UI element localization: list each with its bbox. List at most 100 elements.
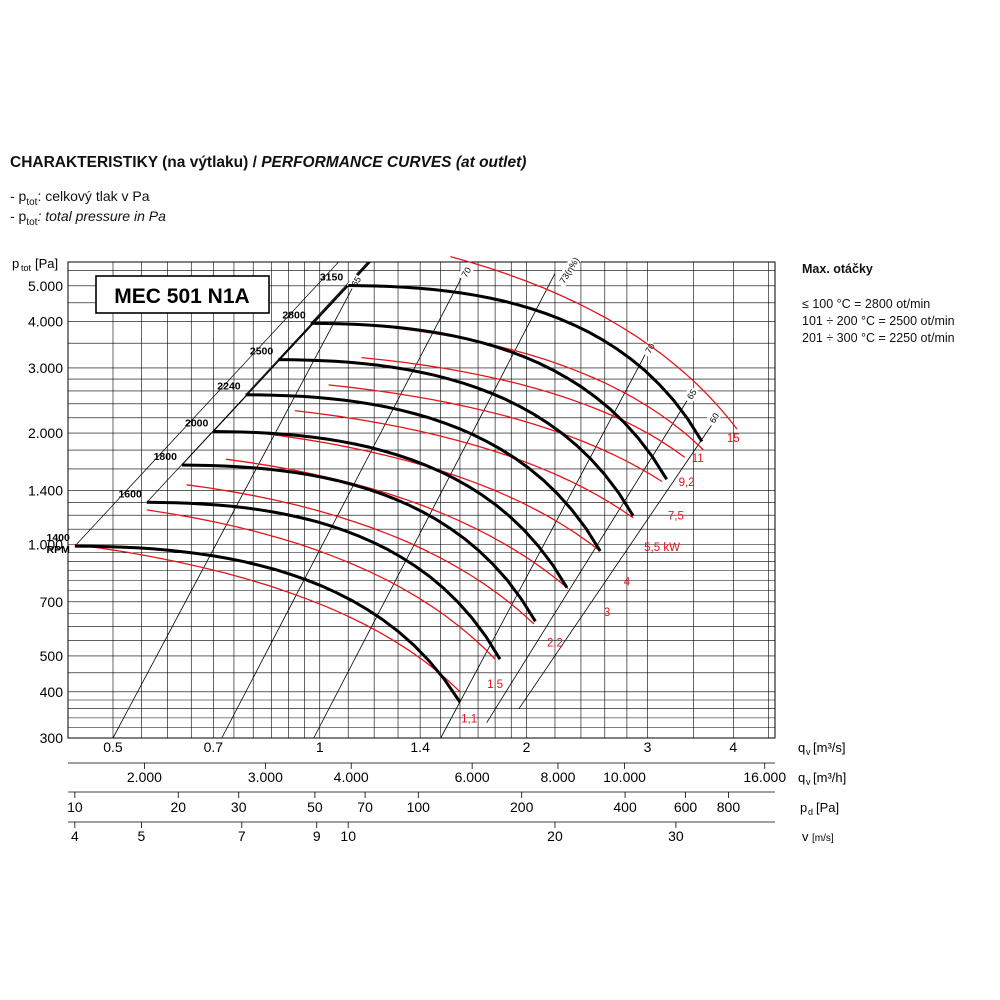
qv-m3h-tick-label: 8.000 bbox=[540, 769, 575, 785]
rpm-label: 2800 bbox=[282, 309, 306, 321]
qv-m3s-label: q bbox=[798, 740, 805, 755]
efficiency-line bbox=[518, 421, 715, 709]
model-label: MEC 501 N1A bbox=[114, 285, 249, 308]
pd-tick-label: 20 bbox=[170, 799, 186, 815]
pd-tick-label: 70 bbox=[357, 799, 373, 815]
rpm-label: 2000 bbox=[185, 418, 209, 430]
rpm-unit-label: RPM bbox=[47, 544, 71, 556]
qv-m3s-tick-label: 1.4 bbox=[410, 739, 430, 755]
rpm-curve bbox=[146, 500, 502, 660]
legend-en-text: : total pressure in Pa bbox=[37, 208, 166, 224]
pd-tick-label: 600 bbox=[674, 799, 698, 815]
pd-label: p bbox=[800, 800, 807, 815]
power-curve bbox=[146, 509, 496, 660]
rpm-curve bbox=[348, 284, 704, 443]
legend-cs-prefix: - p bbox=[10, 188, 27, 204]
legend-en-sub: tot bbox=[26, 216, 38, 228]
efficiency-line bbox=[486, 397, 690, 723]
qv-m3s-tick-label: 0.5 bbox=[103, 739, 123, 755]
qv-m3h-tick-label: 3.000 bbox=[248, 769, 283, 785]
pd-label-sub: d bbox=[808, 807, 813, 817]
v-tick-label: 5 bbox=[138, 828, 146, 844]
power-curve bbox=[74, 543, 461, 693]
plot-frame bbox=[67, 261, 776, 739]
y-tick-label: 700 bbox=[40, 594, 64, 610]
rpm-label: 2500 bbox=[250, 346, 274, 358]
qv-m3h-label-sub: v bbox=[806, 777, 811, 787]
pd-tick-label: 10 bbox=[67, 799, 83, 815]
qv-m3s-label-unit: [m³/s] bbox=[813, 740, 846, 755]
efficiency-label: 65 bbox=[685, 387, 699, 401]
power-curve bbox=[361, 356, 686, 458]
rpm-curve bbox=[310, 321, 668, 481]
y-tick-label: 2.000 bbox=[28, 425, 63, 441]
legend-cs-text: : celkový tlak v Pa bbox=[37, 188, 150, 204]
qv-m3s-tick-label: 3 bbox=[644, 739, 652, 755]
power-curve bbox=[186, 484, 535, 625]
rpm-label: 1600 bbox=[118, 488, 142, 500]
y-tick-label: 1.000 bbox=[28, 537, 63, 553]
y-axis-label: p bbox=[12, 256, 19, 271]
y-tick-label: 400 bbox=[40, 684, 64, 700]
rpm-label: 2240 bbox=[217, 381, 241, 393]
power-curve bbox=[450, 255, 738, 430]
power-label: 1,5 bbox=[487, 679, 503, 691]
power-label: 7,5 bbox=[668, 510, 684, 522]
v-label-unit: [m/s] bbox=[812, 833, 834, 844]
qv-m3h-tick-label: 16.000 bbox=[743, 769, 786, 785]
y-tick-label: 1.400 bbox=[28, 482, 63, 498]
qv-m3h-label: q bbox=[798, 770, 805, 785]
efficiency-line bbox=[440, 350, 648, 739]
rpm-label: 3150 bbox=[320, 272, 344, 284]
v-tick-label: 7 bbox=[238, 828, 246, 844]
power-label: 1,1 bbox=[461, 714, 477, 726]
pd-tick-label: 800 bbox=[717, 799, 741, 815]
y-tick-label: 4.000 bbox=[28, 314, 63, 330]
y-tick-label: 5.000 bbox=[28, 278, 63, 294]
system-line bbox=[74, 261, 339, 547]
legend-cs-sub: tot bbox=[26, 196, 38, 208]
rpm-curve bbox=[74, 544, 462, 703]
pd-tick-label: 50 bbox=[307, 799, 323, 815]
efficiency-label-bg bbox=[456, 263, 474, 282]
system-line bbox=[146, 261, 371, 503]
power-curve bbox=[328, 384, 663, 483]
efficiency-label: 60 bbox=[707, 411, 721, 425]
max-speed-line-3: 201 ÷ 300 °C = 2250 ot/min bbox=[802, 331, 955, 345]
power-curve bbox=[294, 409, 634, 519]
efficiency-line bbox=[221, 273, 465, 739]
power-label: 4 bbox=[624, 576, 631, 588]
qv-m3h-tick-label: 10.000 bbox=[603, 769, 646, 785]
v-tick-label: 9 bbox=[313, 828, 321, 844]
system-line bbox=[310, 261, 368, 324]
qv-m3s-tick-label: 2 bbox=[523, 739, 531, 755]
v-tick-label: 4 bbox=[71, 828, 79, 844]
max-speed-line-1: ≤ 100 °C = 2800 ot/min bbox=[802, 297, 931, 311]
y-tick-label: 300 bbox=[40, 730, 64, 746]
legend-english: - ptot: total pressure in Pa bbox=[10, 208, 166, 228]
title-czech: CHARAKTERISTIKY (na výtlaku) / bbox=[10, 154, 262, 171]
system-line bbox=[213, 261, 371, 432]
y-tick-label: 3.000 bbox=[28, 360, 63, 376]
rpm-curve bbox=[245, 393, 602, 552]
v-tick-label: 20 bbox=[547, 828, 563, 844]
efficiency-line bbox=[112, 285, 354, 739]
pd-label-unit: [Pa] bbox=[816, 800, 839, 815]
qv-m3s-tick-label: 4 bbox=[729, 739, 737, 755]
title-english: PERFORMANCE CURVES (at outlet) bbox=[261, 154, 527, 171]
efficiency-label-bg bbox=[682, 386, 700, 404]
qv-m3h-tick-label: 4.000 bbox=[334, 769, 369, 785]
rpm-label: 1400 bbox=[46, 532, 70, 544]
rpm-curve bbox=[213, 430, 569, 589]
qv-m3h-tick-label: 6.000 bbox=[455, 769, 490, 785]
rpm-label: 1800 bbox=[154, 451, 178, 463]
efficiency-label-bg bbox=[554, 248, 586, 288]
qv-m3s-tick-label: 0.7 bbox=[204, 739, 224, 755]
power-label: 9,2 bbox=[679, 477, 695, 489]
legend-en-prefix: - p bbox=[10, 208, 27, 224]
max-speed-heading: Max. otáčky bbox=[802, 262, 873, 276]
model-label-box bbox=[95, 275, 270, 314]
efficiency-label: 70 bbox=[643, 341, 657, 355]
power-label: 2,2 bbox=[547, 638, 563, 650]
